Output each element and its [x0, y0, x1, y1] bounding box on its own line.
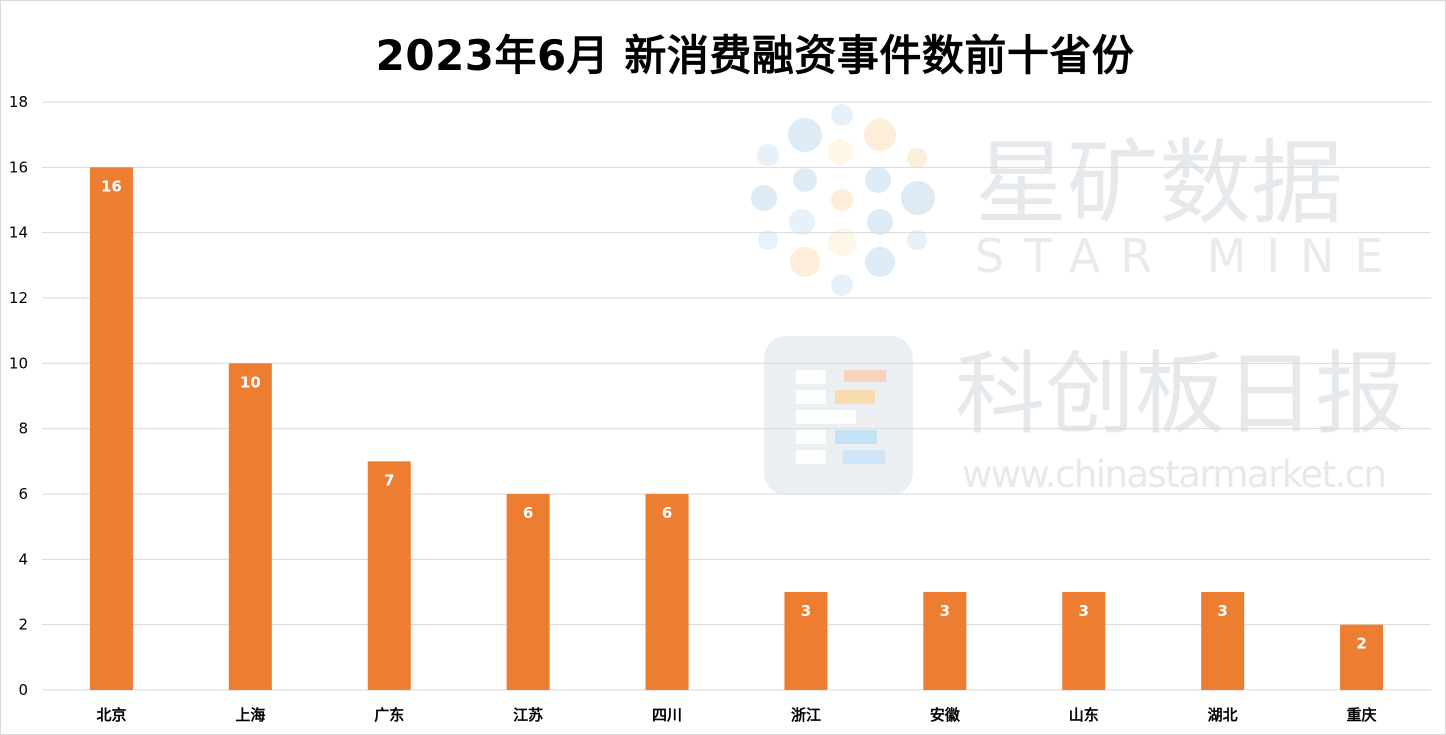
watermark-dot [758, 230, 778, 250]
watermark-logo-block [843, 450, 885, 464]
watermark-logo-block [796, 410, 856, 424]
y-tick-label: 0 [18, 681, 28, 699]
watermark-dot [865, 247, 895, 277]
x-tick-label: 北京 [96, 706, 126, 724]
y-tick-label: 14 [9, 224, 28, 242]
watermark-dot [831, 189, 853, 211]
watermark-url: www.chinastarmarket.cn [962, 453, 1387, 496]
data-label: 3 [1079, 602, 1089, 620]
x-tick-label: 江苏 [513, 706, 543, 724]
watermark-dot [907, 148, 927, 168]
bar [1062, 592, 1106, 690]
bar [367, 461, 411, 690]
bar [645, 494, 689, 690]
watermark-dot [788, 118, 822, 152]
watermark-dot [790, 247, 820, 277]
y-axis-tick-labels: 0 2 4 6 8 10 12 14 16 18 [9, 93, 28, 699]
watermark-dot [828, 228, 856, 256]
x-tick-label: 安徽 [930, 706, 961, 724]
data-label: 6 [523, 504, 533, 522]
x-axis-tick-labels: 北京 上海 广东 江苏 四川 浙江 安徽 山东 湖北 重庆 [96, 706, 1376, 724]
bar [923, 592, 967, 690]
bar [506, 494, 550, 690]
x-tick-label: 重庆 [1347, 706, 1377, 724]
watermark-dot [751, 185, 777, 211]
watermark-logo-block [835, 430, 877, 444]
data-label: 6 [662, 504, 672, 522]
bar [228, 363, 272, 690]
data-label: 3 [940, 602, 950, 620]
y-tick-label: 10 [9, 354, 28, 372]
watermark-logo-block [796, 370, 826, 384]
x-tick-label: 广东 [374, 706, 404, 724]
gridlines [42, 101, 1431, 691]
watermark-dot [789, 209, 815, 235]
x-tick-label: 浙江 [791, 706, 821, 724]
data-label: 10 [240, 373, 261, 391]
x-tick-label: 湖北 [1208, 706, 1238, 724]
watermark-dot [907, 230, 927, 250]
watermark-logo-block [835, 390, 875, 404]
y-tick-label: 12 [9, 289, 28, 307]
data-label: 2 [1356, 635, 1366, 653]
watermark-dot [827, 139, 853, 165]
data-label: 3 [801, 602, 811, 620]
y-tick-label: 2 [18, 616, 28, 634]
watermark-logo-block [796, 430, 826, 444]
bar [1340, 624, 1384, 690]
watermark-dot [831, 104, 853, 126]
y-tick-label: 18 [9, 93, 28, 111]
watermark-brand-en: STAR MINE [975, 229, 1404, 283]
watermark-logo-block [844, 370, 886, 382]
x-tick-label: 山东 [1069, 706, 1099, 724]
watermark-dot [864, 119, 896, 151]
y-tick-label: 16 [9, 158, 28, 176]
bar [89, 167, 133, 691]
y-tick-label: 6 [18, 485, 28, 503]
y-tick-label: 4 [18, 550, 28, 568]
chart-title: 2023年6月 新消费融资事件数前十省份 [375, 31, 1135, 80]
bar [784, 592, 828, 690]
watermark-logo-block [796, 390, 826, 404]
data-label: 7 [384, 471, 394, 489]
bars: 16 10 7 6 6 3 3 3 3 2 [89, 167, 1384, 691]
watermark-logo-block [796, 450, 826, 464]
watermark-dot [831, 274, 853, 296]
data-label: 16 [101, 177, 122, 195]
bar [1201, 592, 1245, 690]
watermark-dot [793, 168, 817, 192]
watermark-publisher: 科创板日报 [955, 342, 1405, 447]
watermark-dot [867, 209, 893, 235]
watermark-dot [865, 167, 891, 193]
y-tick-label: 8 [18, 420, 28, 438]
x-tick-label: 上海 [235, 706, 265, 724]
watermark-dot [757, 144, 779, 166]
watermark-brand-cn: 星矿数据 [975, 130, 1343, 237]
watermark-dot [901, 181, 935, 215]
x-tick-label: 四川 [652, 706, 682, 724]
data-label: 3 [1217, 602, 1227, 620]
